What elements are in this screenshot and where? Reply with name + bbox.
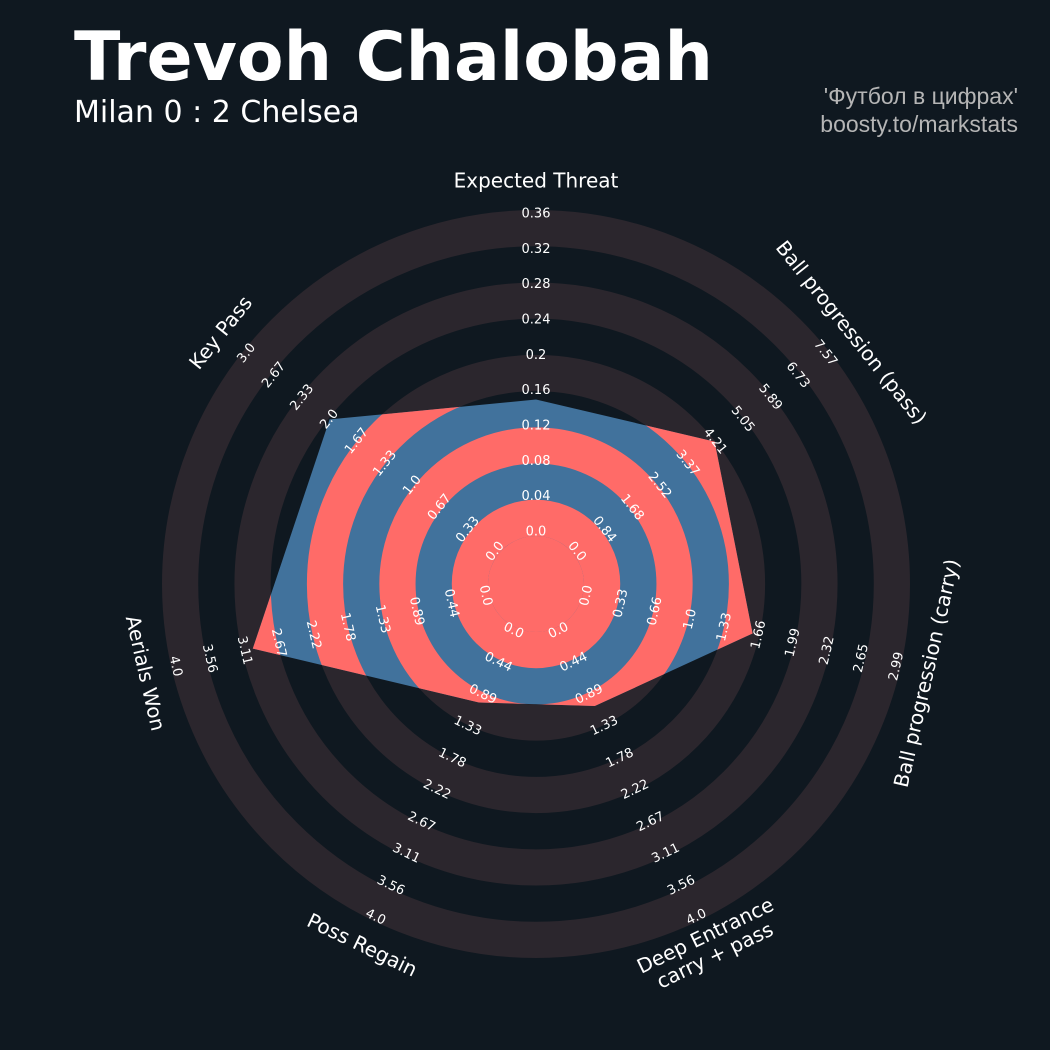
tick-label: 1.33 [714, 611, 735, 643]
tick-label: 0.08 [522, 454, 551, 469]
tick-label: 1.33 [372, 603, 393, 635]
ring [234, 282, 838, 886]
chart-title: Trevoh Chalobah [74, 18, 713, 97]
tick-label: 2.32 [817, 635, 838, 667]
tick-label: 2.67 [268, 627, 289, 659]
tick-label: 1.0 [681, 607, 700, 631]
tick-label: 0.0 [526, 525, 547, 540]
tick-label: 1.99 [783, 627, 804, 659]
tick-label: 2.22 [303, 619, 324, 651]
tick-label: 0.24 [522, 313, 551, 328]
tick-label: 3.11 [234, 635, 255, 667]
tick-label: 0.0 [476, 584, 495, 608]
tick-label: 0.36 [522, 207, 551, 222]
tick-label: 1.66 [748, 619, 769, 651]
tick-label: 0.66 [645, 595, 666, 627]
radar-ring [451, 499, 621, 669]
tick-label: 2.99 [886, 651, 907, 683]
credit: 'Футбол в цифрах' [824, 83, 1018, 109]
tick-label: 1.78 [337, 611, 358, 643]
tick-label: 0.44 [441, 588, 462, 620]
tick-label: 0.04 [522, 489, 551, 504]
tick-label: 0.2 [526, 348, 547, 363]
tick-label: 0.28 [522, 277, 551, 292]
radar-ring [379, 427, 693, 707]
chart-subtitle: Milan 0 : 2 Chelsea [74, 95, 360, 130]
tick-label: 0.12 [522, 419, 551, 434]
tick-label: 0.0 [577, 584, 596, 608]
ring [162, 210, 910, 958]
tick-label: 0.33 [610, 588, 631, 620]
tick-label: 0.16 [522, 383, 551, 398]
tick-label: 0.32 [522, 242, 551, 257]
tick-label: 0.89 [406, 596, 427, 628]
param-label: Expected Threat [454, 169, 619, 193]
tick-label: 2.65 [851, 643, 872, 675]
tick-label: 4.0 [166, 655, 185, 679]
credit: boosty.to/markstats [820, 111, 1018, 137]
tick-label: 3.56 [199, 643, 220, 675]
radar-center [488, 536, 584, 632]
